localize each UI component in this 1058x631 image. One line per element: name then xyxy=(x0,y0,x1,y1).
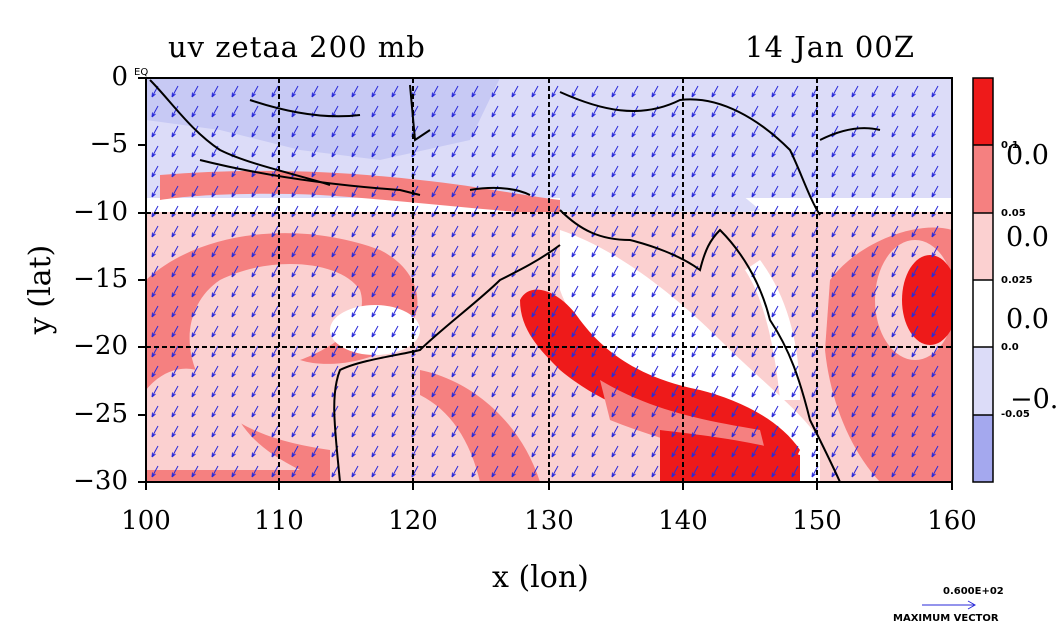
y-tick-label: −25 xyxy=(73,399,128,429)
max-vector-label: MAXIMUM VECTOR xyxy=(893,613,999,624)
coastlines xyxy=(149,79,881,482)
y-tick-label: −30 xyxy=(73,466,128,496)
y-tick-label: −20 xyxy=(73,331,128,361)
y-tick-label: −5 xyxy=(89,129,128,159)
x-tick-label: 110 xyxy=(254,506,304,536)
y-tick-label: 0 xyxy=(111,62,128,92)
max-vector-value: 0.600E+02 xyxy=(943,586,1004,597)
vorticity-field xyxy=(146,78,952,482)
grid-lines xyxy=(146,78,952,482)
y-tick-label: −15 xyxy=(73,264,128,294)
colorbar-overlay-label: 0.0 xyxy=(1006,304,1049,335)
x-tick-label: 120 xyxy=(388,506,438,536)
axis-ticks xyxy=(138,77,953,490)
plot-date: 14 Jan 00Z xyxy=(745,30,915,64)
equator-label: EQ xyxy=(134,67,149,78)
x-tick-label: 100 xyxy=(121,506,171,536)
colorbar xyxy=(972,77,994,483)
max-vector-arrow xyxy=(922,600,977,610)
x-axis-label: x (lon) xyxy=(492,560,589,595)
colorbar-label: 0.1 xyxy=(1001,140,1019,151)
colorbar-label: -0.05 xyxy=(1001,409,1030,420)
colorbar-label: 0.0 xyxy=(1001,342,1019,353)
x-tick-label: 140 xyxy=(658,506,708,536)
x-tick-label: 130 xyxy=(524,506,574,536)
y-tick-label: −10 xyxy=(73,197,128,227)
colorbar-overlay-label: 0.0 xyxy=(1006,140,1049,171)
colorbar-label: 0.05 xyxy=(1001,208,1026,219)
colorbar-label: 0.025 xyxy=(1001,275,1033,286)
y-axis-label: y (lat) xyxy=(23,244,59,335)
colorbar-overlay-label: 0.0 xyxy=(1006,222,1049,253)
colorbar-overlay-label: −0. xyxy=(1010,384,1058,415)
x-tick-label: 160 xyxy=(927,506,977,536)
plot-title: uv zetaa 200 mb xyxy=(168,30,426,64)
x-tick-label: 150 xyxy=(792,506,842,536)
